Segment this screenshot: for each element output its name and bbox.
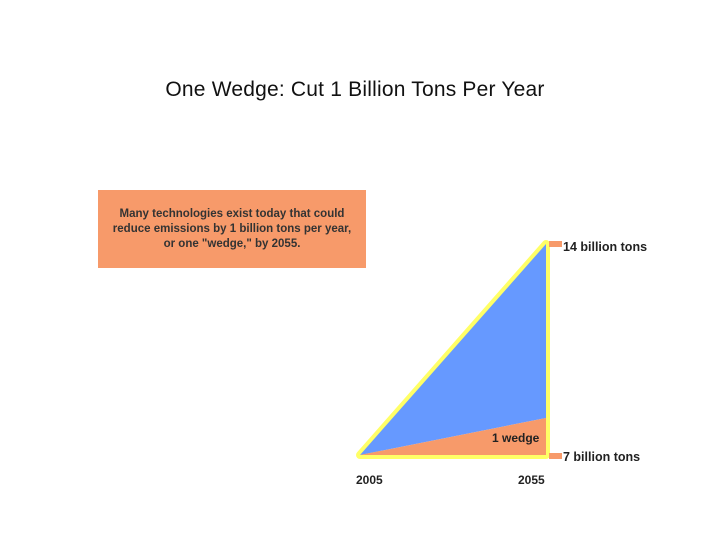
- start-year-label: 2005: [356, 473, 383, 487]
- bottom-value-label: 7 billion tons: [563, 450, 640, 464]
- wedge-label: 1 wedge: [492, 431, 540, 445]
- end-year-label: 2055: [518, 473, 545, 487]
- top-value-label: 14 billion tons: [563, 240, 647, 254]
- callout-text: Many technologies exist today that could…: [112, 207, 352, 250]
- callout-box: Many technologies exist today that could…: [98, 190, 366, 268]
- slide-title: One Wedge: Cut 1 Billion Tons Per Year: [165, 78, 545, 101]
- emissions-triangle: [360, 244, 546, 455]
- one-wedge: [360, 418, 546, 455]
- bottom-marker: [549, 453, 562, 459]
- top-marker: [549, 241, 562, 247]
